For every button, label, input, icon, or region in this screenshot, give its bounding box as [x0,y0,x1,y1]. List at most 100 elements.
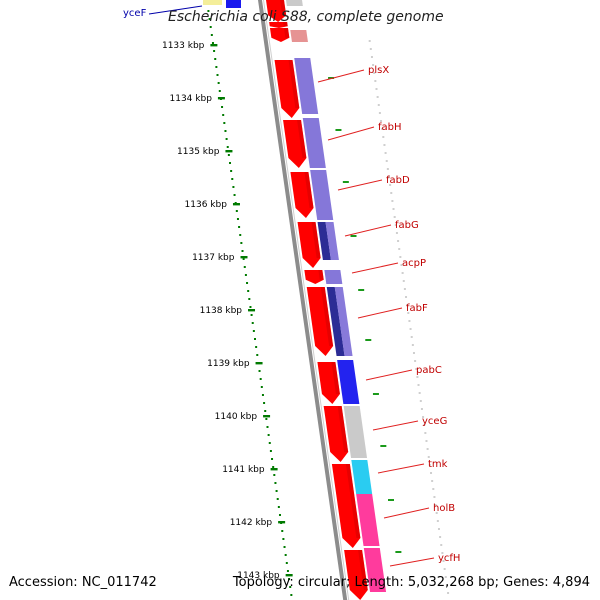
inner-dot [392,208,395,210]
ruler-dot [261,394,264,396]
ruler-dot [255,346,258,348]
ruler-tick [278,521,286,524]
ruler-dot [235,210,238,212]
inner-dot [431,480,434,482]
ruler-dot [267,434,270,436]
gene-label-holb: holB [433,503,455,514]
ruler-dot [248,298,251,300]
cds-shade [337,406,349,452]
ruler-dot [215,66,218,68]
inner-dot [427,456,430,458]
ruler-dot [284,554,287,556]
inner-dot [439,536,442,538]
feature-tick [342,181,349,183]
inner-dot [435,512,438,514]
feature-tick [365,339,372,341]
ruler-dot [226,146,229,148]
gene-leader-line [372,420,419,431]
ruler-tick-label: 1139 kbp [207,359,250,369]
ruler-tick [285,574,293,577]
cds-shade [331,362,340,394]
ruler-tick-label: 1140 kbp [215,412,258,422]
cds-feature [283,120,307,168]
ruler-tick-label: 1134 kbp [170,94,213,104]
ruler-dot [259,378,262,380]
cds-shade [297,120,307,158]
ruler-dot [260,386,263,388]
gene-leader-line [357,307,403,319]
inner-dot [424,432,427,434]
cog-block [310,170,334,220]
ruler-tick [240,256,248,259]
cds-shade [311,222,321,258]
ruler-tick [248,309,256,312]
inner-dot [414,360,417,362]
gene-label-fabh: fabH [378,122,402,133]
ruler-dot [286,570,289,572]
ruler-tick [225,150,233,153]
ruler-dot [269,450,272,452]
gene-leader-line [148,5,203,15]
ruler-dot [242,258,245,260]
ruler-tick [210,44,218,47]
inner-dot [406,304,409,306]
ruler-tick-label: 1135 kbp [177,147,220,157]
ruler-tick-label: 1138 kbp [200,306,243,316]
ruler-tick [255,362,263,365]
cog-block [324,270,343,284]
ruler-dot [285,562,288,564]
cds-shade [283,22,288,27]
inner-dot [382,136,385,138]
inner-dot [436,520,439,522]
gene-label-acpp: acpP [402,258,426,269]
inner-dot [401,272,404,274]
inner-dot [422,416,425,418]
inner-dot [390,192,393,194]
ruler-dot [266,426,269,428]
ruler-dot [223,122,226,124]
ruler-dot [246,282,249,284]
cog-block [351,460,373,494]
ruler-dot [275,490,278,492]
cds-feature [269,22,288,28]
gene-label-yceg: yceG [422,416,447,427]
ruler-dot [278,514,281,516]
cog-block [302,118,326,168]
gene-leader-line [383,507,430,519]
inner-dot [395,232,398,234]
feature-tick [350,235,357,237]
genome-stats: Topology: circular; Length: 5,032,268 bp… [232,575,590,590]
inner-dot [423,424,426,426]
ruler-dot [217,82,220,84]
inner-dot [443,568,446,570]
ruler-dot [276,498,279,500]
ruler-tick-label: 1133 kbp [162,41,205,51]
inner-dot [385,160,388,162]
inner-dot [437,528,440,530]
gene-label-plsx: plsX [368,65,389,76]
ruler-dot [265,418,268,420]
inner-dot [387,176,390,178]
feature-tick [335,129,342,131]
ruler-dot [241,250,244,252]
inner-dot [415,368,418,370]
inner-dot [418,392,421,394]
ruler-dot [211,42,214,44]
cds-feature [331,464,361,548]
inner-dot [380,120,383,122]
ruler-dot [240,242,243,244]
inner-dot [416,376,419,378]
gene-label-ycfh: ycfH [438,553,460,564]
inner-dot [393,216,396,218]
cog-block [317,222,331,260]
ruler-dot [216,74,219,76]
cds-feature [323,406,349,462]
cog-block-top [226,0,241,8]
inner-dot [369,48,372,50]
inner-dot [397,240,400,242]
cds-feature [297,222,321,268]
inner-dot [381,128,384,130]
inner-dot [403,288,406,290]
cds-shade [280,0,287,16]
inner-dot [384,152,387,154]
